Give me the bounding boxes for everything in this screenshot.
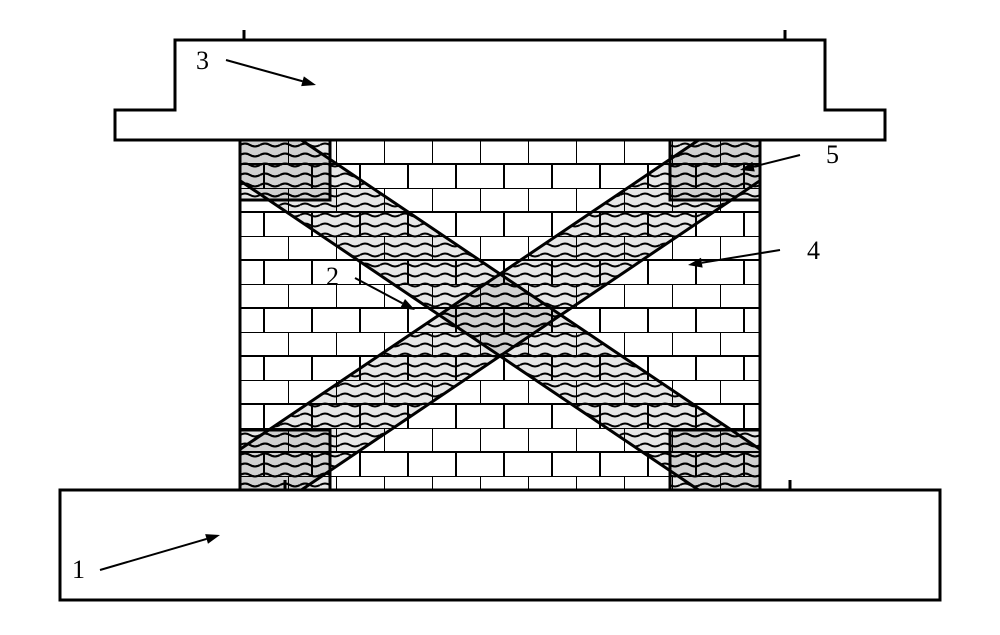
callout-label-2: 2 [326,262,339,292]
diagram-stage: { "type": "structural-diagram", "canvas"… [0,0,1000,635]
callout-label-3: 3 [196,46,209,76]
diagram-svg [0,0,1000,635]
callout-label-1: 1 [72,555,85,585]
callout-label-5: 5 [826,140,839,170]
callout-label-4: 4 [807,236,820,266]
